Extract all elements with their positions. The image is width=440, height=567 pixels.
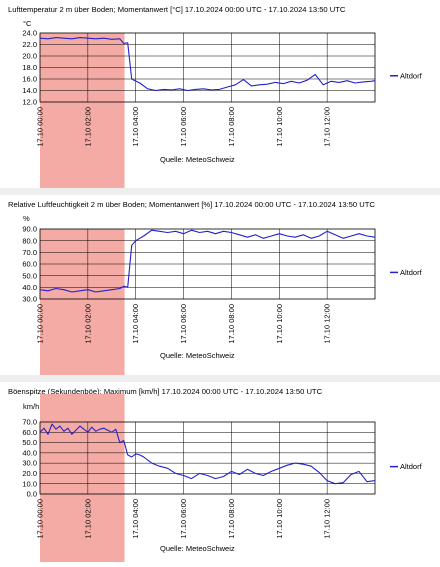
legend-label: Altdorf — [400, 462, 423, 471]
x-tick-label: 17.10 08:00 — [227, 304, 236, 344]
y-tick-label: 24.0 — [22, 29, 37, 38]
y-axis-unit: °C — [23, 19, 32, 28]
x-tick-label: 17.10 12:00 — [323, 499, 332, 539]
y-tick-label: 14.0 — [22, 86, 37, 95]
y-tick-label: 90.0 — [22, 225, 37, 234]
y-tick-label: 70.0 — [22, 418, 37, 427]
x-tick-label: 17.10 10:00 — [275, 499, 284, 539]
x-tick-label: 17.10 06:00 — [179, 499, 188, 539]
x-tick-label: 17.10 00:00 — [36, 499, 45, 539]
y-tick-label: 0.0 — [27, 490, 37, 499]
x-tick-label: 17.10 04:00 — [131, 304, 140, 344]
x-tick-label: 17.10 04:00 — [131, 499, 140, 539]
source-credit: Quelle: MeteoSchweiz — [160, 544, 235, 553]
y-tick-label: 60.0 — [22, 260, 37, 269]
time-highlight-band — [40, 394, 125, 562]
panel-divider — [0, 188, 440, 195]
time-highlight-band — [40, 33, 125, 188]
chart-title: Lufttemperatur 2 m über Boden; Momentanw… — [8, 5, 346, 14]
panel-divider — [0, 375, 440, 382]
y-tick-label: 50.0 — [22, 438, 37, 447]
y-tick-label: 40.0 — [22, 283, 37, 292]
y-tick-label: 50.0 — [22, 271, 37, 280]
x-tick-label: 17.10 10:00 — [275, 107, 284, 147]
time-highlight-band — [40, 229, 125, 375]
legend-label: Altdorf — [400, 71, 423, 80]
y-tick-label: 12.0 — [22, 98, 37, 107]
gust-chart: Böenspitze (Sekundenböe); Maximum [km/h]… — [8, 387, 423, 562]
x-tick-label: 17.10 02:00 — [83, 499, 92, 539]
plot-frame — [39, 421, 376, 495]
y-tick-label: 22.0 — [22, 40, 37, 49]
y-tick-label: 20.0 — [22, 469, 37, 478]
humidity-chart: Relative Luftfeuchtigkeit 2 m über Boden… — [8, 200, 423, 375]
y-tick-label: 80.0 — [22, 236, 37, 245]
y-tick-label: 60.0 — [22, 428, 37, 437]
x-tick-label: 17.10 12:00 — [323, 107, 332, 147]
y-tick-label: 40.0 — [22, 448, 37, 457]
y-tick-label: 18.0 — [22, 63, 37, 72]
y-tick-label: 10.0 — [22, 479, 37, 488]
source-credit: Quelle: MeteoSchweiz — [160, 155, 235, 164]
x-tick-label: 17.10 02:00 — [83, 304, 92, 344]
series-line-altdorf — [39, 229, 376, 293]
y-tick-label: 20.0 — [22, 52, 37, 61]
y-tick-label: 16.0 — [22, 75, 37, 84]
legend-label: Altdorf — [400, 268, 423, 277]
y-axis-unit: % — [23, 214, 30, 223]
x-tick-label: 17.10 12:00 — [323, 304, 332, 344]
chart-title: Böenspitze (Sekundenböe); Maximum [km/h]… — [8, 387, 323, 396]
series-line-altdorf — [39, 423, 376, 485]
y-axis-unit: km/h — [23, 402, 39, 411]
temperature-panel: Lufttemperatur 2 m über Boden; Momentanw… — [0, 0, 440, 188]
x-tick-label: 17.10 06:00 — [179, 304, 188, 344]
chart-title: Relative Luftfeuchtigkeit 2 m über Boden… — [8, 200, 375, 209]
x-tick-label: 17.10 06:00 — [179, 107, 188, 147]
x-tick-label: 17.10 00:00 — [36, 107, 45, 147]
x-tick-label: 17.10 02:00 — [83, 107, 92, 147]
source-credit: Quelle: MeteoSchweiz — [160, 351, 235, 360]
x-tick-label: 17.10 08:00 — [227, 499, 236, 539]
temperature-chart: Lufttemperatur 2 m über Boden; Momentanw… — [8, 5, 423, 188]
series-line-altdorf — [39, 37, 376, 92]
humidity-panel: Relative Luftfeuchtigkeit 2 m über Boden… — [0, 195, 440, 375]
y-tick-label: 70.0 — [22, 248, 37, 257]
x-tick-label: 17.10 00:00 — [36, 304, 45, 344]
y-tick-label: 30.0 — [22, 459, 37, 468]
gust-panel: Böenspitze (Sekundenböe); Maximum [km/h]… — [0, 382, 440, 562]
x-tick-label: 17.10 04:00 — [131, 107, 140, 147]
x-tick-label: 17.10 10:00 — [275, 304, 284, 344]
x-tick-label: 17.10 08:00 — [227, 107, 236, 147]
y-tick-label: 30.0 — [22, 295, 37, 304]
